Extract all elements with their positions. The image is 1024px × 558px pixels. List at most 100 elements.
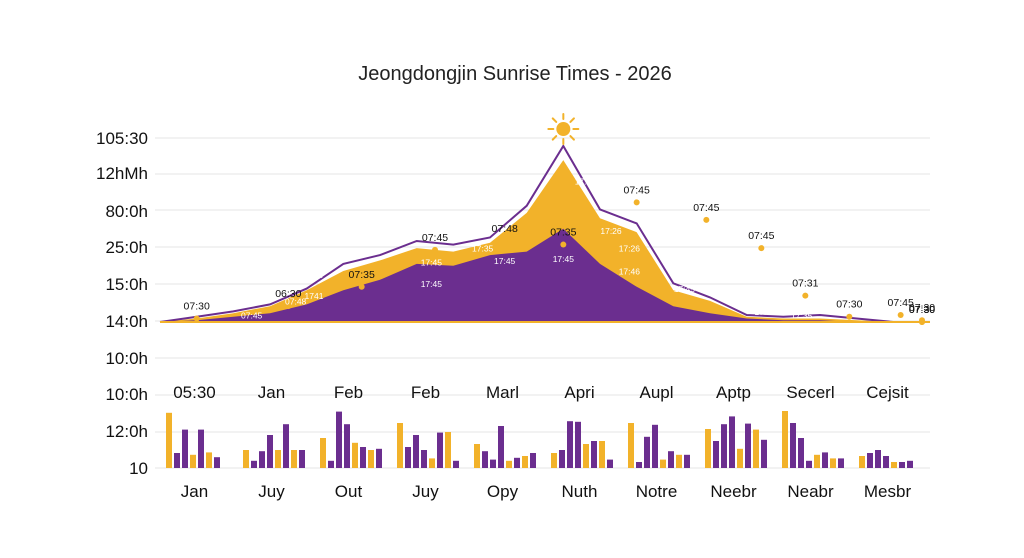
- month-label-top: Cejsit: [866, 383, 909, 402]
- inner-time-label: 17:57: [303, 270, 325, 280]
- bar: [761, 439, 767, 468]
- bar: [676, 454, 682, 468]
- inner-time-label: 17:45: [421, 258, 443, 268]
- month-label-top: Aupl: [639, 383, 673, 402]
- purple-area: [160, 228, 930, 322]
- inner-time-label: 17:45: [494, 256, 516, 266]
- bar: [867, 453, 873, 468]
- month-label-top: Marl: [486, 383, 519, 402]
- time-label: 07:45: [422, 232, 448, 244]
- y-tick-label: 15:0h: [105, 275, 148, 294]
- bar: [660, 459, 666, 468]
- bar: [551, 453, 557, 468]
- bar: [182, 429, 188, 468]
- chart-title: Jeongdongjin Sunrise Times - 2026: [358, 63, 672, 85]
- area-plot: [159, 144, 930, 323]
- month-label-bottom: Opy: [487, 482, 519, 501]
- bar: [713, 441, 719, 468]
- bar: [899, 462, 905, 468]
- y-tick-label: 10:0h: [105, 349, 148, 368]
- bar: [376, 448, 382, 468]
- bar: [753, 429, 759, 468]
- bar: [822, 452, 828, 468]
- data-point: [501, 238, 508, 245]
- bar: [174, 453, 180, 468]
- bar: [790, 423, 796, 468]
- outline-line: [159, 144, 930, 323]
- bar: [421, 450, 427, 468]
- bar: [243, 450, 249, 468]
- y-tick-label: 12:0h: [105, 422, 148, 441]
- inner-time-label: 17:45: [553, 254, 575, 264]
- bar: [259, 451, 265, 468]
- bar: [859, 456, 865, 468]
- bar: [437, 432, 443, 468]
- inner-time-label: 17:35: [791, 310, 813, 320]
- month-label-bottom: Juy: [258, 482, 285, 501]
- y-tick-label: 12hMh: [96, 164, 148, 183]
- bar: [445, 432, 451, 468]
- inner-time-label: 07:45: [241, 310, 263, 320]
- inner-time-label: 17:45: [729, 291, 751, 301]
- time-label: 06:30: [275, 288, 301, 300]
- inner-time-label: 17:26: [619, 244, 641, 254]
- bar: [166, 412, 172, 468]
- data-point: [703, 216, 710, 223]
- bar: [522, 456, 528, 468]
- inner-time-label: 07:48: [285, 296, 307, 306]
- bar: [737, 448, 743, 468]
- bar: [530, 453, 536, 468]
- month-label-top: Jan: [258, 383, 285, 402]
- inner-time-label: 17:26: [600, 226, 622, 236]
- bar: [206, 452, 212, 468]
- bar: [705, 429, 711, 468]
- bar: [299, 450, 305, 468]
- y-tick-label: 10: [129, 459, 148, 478]
- data-point: [846, 313, 853, 320]
- bar: [368, 450, 374, 468]
- data-point: [897, 311, 904, 318]
- bar: [591, 441, 597, 468]
- bar: [198, 429, 204, 468]
- bar: [190, 454, 196, 468]
- area-labels: 07:30 06:30 07:35 07:45 07:48 07:35 07:45 07:45…: [184, 177, 935, 325]
- bar: [360, 447, 366, 468]
- bar: [283, 424, 289, 468]
- month-label-top: Feb: [334, 383, 363, 402]
- inner-time-label: 17:45: [421, 279, 443, 289]
- bar: [652, 424, 658, 468]
- data-point: [432, 246, 438, 253]
- bar: [352, 442, 358, 468]
- month-label-bottom: Nuth: [562, 482, 598, 501]
- time-label: 07:48: [492, 223, 518, 235]
- data-point: [560, 241, 567, 248]
- bar: [814, 454, 820, 468]
- bar: [506, 460, 512, 468]
- bar: [583, 444, 589, 468]
- month-label-bottom: Out: [335, 482, 363, 501]
- month-label-top: Aptp: [716, 383, 751, 402]
- month-label-bottom: Neebr: [710, 482, 757, 501]
- bar: [721, 424, 727, 468]
- bar: [729, 416, 735, 468]
- time-label: 07:45: [888, 297, 914, 309]
- data-point: [802, 292, 809, 299]
- data-point: [758, 245, 765, 252]
- month-label-top: Apri: [564, 383, 594, 402]
- time-label: 07:30: [909, 302, 935, 314]
- bar: [498, 426, 504, 468]
- bar: [883, 456, 889, 468]
- sun-ray: [551, 135, 558, 141]
- bar-plot: [166, 411, 913, 468]
- bar: [875, 450, 881, 468]
- bar: [429, 458, 435, 468]
- y-tick-label: 14:0h: [105, 312, 148, 331]
- bar: [599, 441, 605, 468]
- y-tick-label: 25:0h: [105, 238, 148, 257]
- bar: [559, 450, 565, 468]
- inner-time-label: 17:35: [472, 244, 494, 254]
- bar: [891, 462, 897, 468]
- time-label: 07:45: [748, 230, 774, 242]
- bar: [320, 438, 326, 468]
